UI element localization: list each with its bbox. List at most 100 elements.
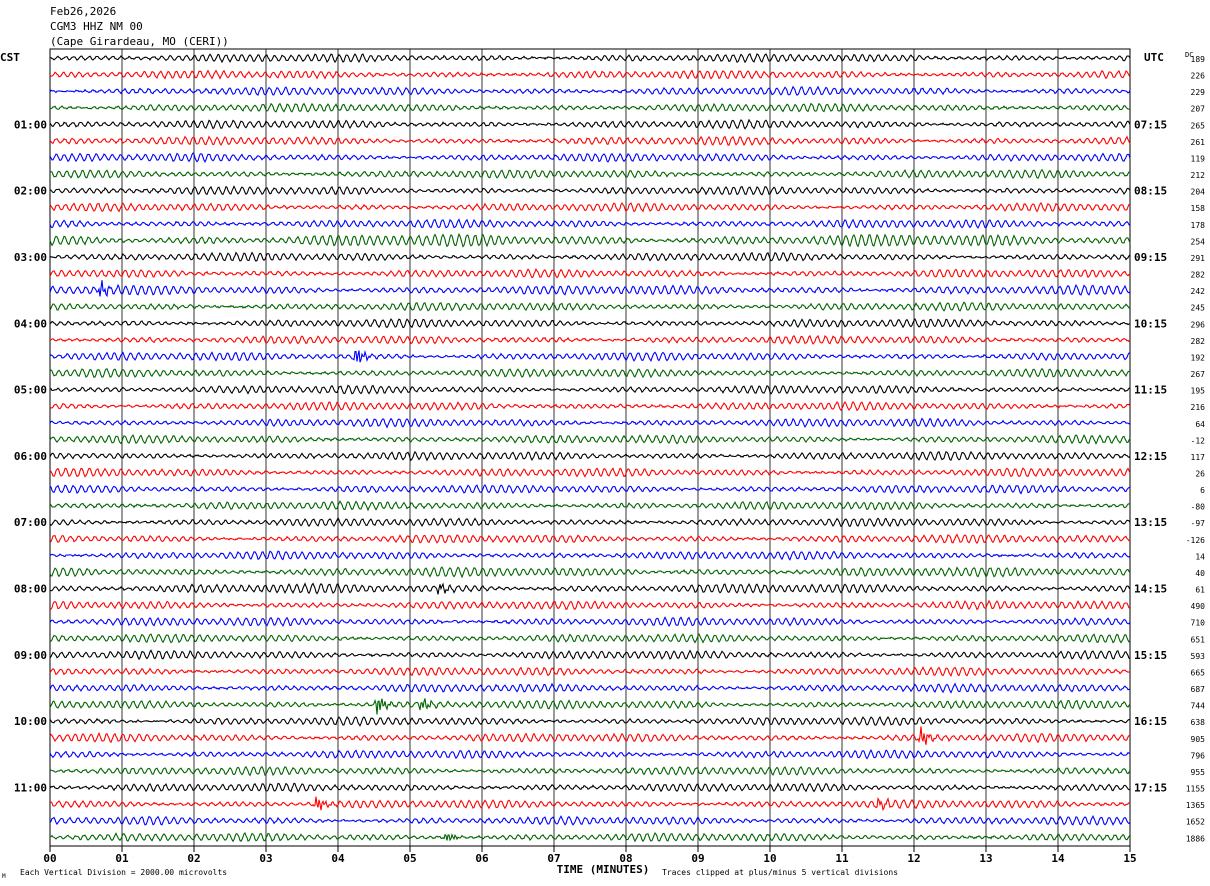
dc-offset-label: 207 (1191, 105, 1206, 114)
cst-hour-label: 11:00 (14, 782, 47, 795)
trace-line (49, 616, 1131, 627)
trace-line (49, 118, 1131, 130)
dc-offset-label: 687 (1191, 685, 1206, 694)
x-tick-label: 10 (763, 852, 776, 865)
dc-offset-label: 204 (1191, 188, 1206, 197)
trace-line (49, 251, 1131, 262)
trace-line (49, 367, 1131, 379)
dc-offset-label: 265 (1191, 121, 1206, 130)
dc-offset-label: 261 (1191, 138, 1206, 147)
dc-offset-label: 26 (1195, 470, 1205, 479)
x-axis-title: TIME (MINUTES) (557, 863, 650, 876)
utc-hour-label: 08:15 (1134, 185, 1167, 198)
trace-line (49, 185, 1131, 196)
trace-line (49, 533, 1131, 545)
header-station: CGM3 HHZ NM 00 (50, 20, 143, 33)
utc-hour-label: 10:15 (1134, 317, 1167, 330)
header-location: (Cape Girardeau, MO (CERI)) (50, 35, 229, 48)
dc-offset-label: 490 (1191, 602, 1206, 611)
trace-line (49, 566, 1131, 579)
dc-offset-label: 267 (1191, 370, 1206, 379)
x-tick-label: 05 (403, 852, 416, 865)
trace-line (49, 782, 1131, 793)
trace-line (49, 633, 1131, 644)
x-tick-label: 03 (259, 852, 272, 865)
x-tick-label: 07 (547, 852, 560, 865)
cst-hour-label: 08:00 (14, 583, 47, 596)
trace-line (49, 267, 1131, 279)
dc-offset-label: 229 (1191, 88, 1206, 97)
header-date: Feb26,2026 (50, 5, 117, 18)
trace-line (49, 318, 1131, 329)
trace-line (49, 417, 1131, 429)
cst-hour-label: 04:00 (14, 317, 47, 330)
trace-line (49, 168, 1130, 180)
trace-line (49, 434, 1131, 445)
trace-line (49, 334, 1131, 345)
cst-hour-label: 10:00 (14, 715, 47, 728)
dc-offset-label: 665 (1191, 668, 1206, 677)
trace-line (49, 698, 1131, 715)
trace-line (49, 682, 1131, 694)
x-tick-label: 04 (331, 852, 345, 865)
trace-line (49, 85, 1131, 96)
dc-offset-label: 242 (1191, 287, 1206, 296)
dc-offset-label: 216 (1191, 403, 1206, 412)
dc-offset-label: 6 (1200, 486, 1205, 495)
dc-offset-label: 744 (1191, 702, 1206, 711)
trace-line (49, 349, 1130, 363)
utc-hour-label: 17:15 (1134, 782, 1167, 795)
x-tick-label: 14 (1051, 852, 1065, 865)
utc-hour-label: 13:15 (1134, 516, 1167, 529)
dc-offset-label: 710 (1191, 619, 1206, 628)
dc-offset-label: 651 (1191, 635, 1206, 644)
dc-offset-label: 212 (1191, 171, 1206, 180)
utc-hour-label: 09:15 (1134, 251, 1167, 264)
utc-hour-label: 14:15 (1134, 583, 1167, 596)
trace-line (49, 450, 1131, 462)
trace-line (49, 280, 1131, 298)
dc-offset-label: -126 (1186, 536, 1205, 545)
x-tick-label: 13 (979, 852, 992, 865)
dc-header-label: DC (1185, 51, 1193, 59)
dc-offset-label: 64 (1195, 420, 1205, 429)
trace-line (49, 796, 1131, 812)
cst-hour-label: 02:00 (14, 185, 47, 198)
cst-hour-label: 06:00 (14, 450, 47, 463)
trace-line (49, 599, 1131, 611)
trace-line (49, 484, 1131, 495)
trace-line (49, 649, 1131, 661)
clipping-note: Traces clipped at plus/minus 5 vertical … (662, 868, 898, 877)
cst-hour-label: 07:00 (14, 516, 47, 529)
dc-offset-label: 40 (1195, 569, 1205, 578)
dc-offset-label: 1365 (1186, 801, 1205, 810)
dc-offset-label: 254 (1191, 237, 1206, 246)
trace-line (49, 384, 1131, 395)
dc-offset-label: 593 (1191, 652, 1206, 661)
dc-offset-label: 955 (1191, 768, 1206, 777)
dc-offset-label: 189 (1191, 55, 1206, 64)
dc-offset-label: 282 (1191, 271, 1206, 280)
dc-offset-label: 1886 (1186, 834, 1205, 843)
trace-line (49, 202, 1131, 213)
dc-offset-label: 796 (1191, 751, 1206, 760)
trace-line (49, 765, 1131, 777)
trace-line (49, 814, 1131, 826)
trace-line (49, 467, 1131, 478)
dc-offset-label: 14 (1195, 552, 1205, 561)
vertical-division-note: Each Vertical Division = 2000.00 microvo… (20, 868, 227, 877)
utc-hour-label: 15:15 (1134, 649, 1167, 662)
dc-offset-label: 61 (1195, 586, 1205, 595)
cst-hour-label: 09:00 (14, 649, 47, 662)
dc-offset-label: 638 (1191, 718, 1206, 727)
utc-hour-label: 16:15 (1134, 715, 1167, 728)
dc-offset-label: 1652 (1186, 818, 1205, 827)
trace-line (49, 831, 1131, 843)
footer-mark: M (2, 873, 6, 880)
dc-offset-label: 195 (1191, 387, 1206, 396)
dc-offset-label: 282 (1191, 337, 1206, 346)
trace-line (49, 500, 1131, 512)
dc-offset-label: 158 (1191, 204, 1206, 213)
x-tick-label: 08 (619, 852, 632, 865)
